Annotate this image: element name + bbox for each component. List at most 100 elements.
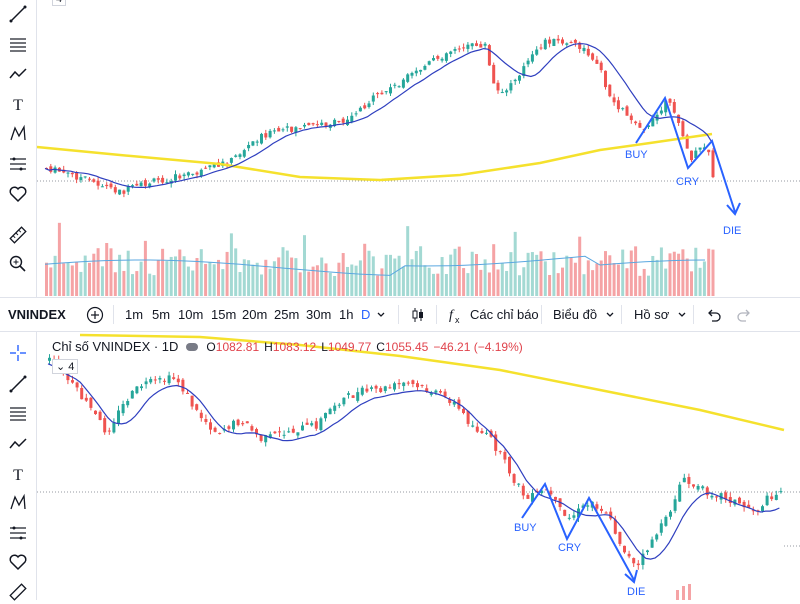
- top-candle: [539, 47, 543, 49]
- text-icon[interactable]: T: [6, 462, 30, 486]
- profile-button[interactable]: Hồ sơ: [634, 298, 687, 331]
- top-candle: [208, 165, 212, 168]
- top-volume-bar: [182, 256, 186, 296]
- bottom-candle: [296, 432, 300, 436]
- divider: [113, 305, 114, 324]
- buy-annotation: BUY: [514, 522, 537, 534]
- bottom-candle: [669, 511, 672, 517]
- interval-25m[interactable]: 25m: [274, 307, 300, 322]
- bottom-candle: [761, 506, 764, 512]
- bottom-candle: [641, 553, 645, 565]
- ruler-icon[interactable]: [6, 223, 30, 247]
- fib-retracement-icon[interactable]: [6, 402, 30, 426]
- divider: [541, 305, 542, 324]
- top-volume-bar: [268, 268, 272, 296]
- top-candle: [612, 97, 616, 103]
- top-volume-bar: [496, 269, 500, 296]
- top-volume-bar: [457, 246, 461, 296]
- undo-button[interactable]: [706, 298, 722, 331]
- interval-dropdown[interactable]: [376, 298, 386, 331]
- top-volume-bar: [397, 255, 401, 296]
- text-icon[interactable]: T: [6, 92, 30, 116]
- interval-10m[interactable]: 10m: [178, 307, 204, 322]
- top-candle: [500, 92, 504, 94]
- top-candle: [668, 98, 672, 103]
- top-candle: [281, 129, 285, 131]
- interval-d[interactable]: D: [361, 307, 371, 322]
- top-candle: [470, 43, 474, 47]
- top-candle: [685, 135, 689, 149]
- top-candle: [371, 95, 375, 102]
- redo-button[interactable]: [736, 298, 752, 331]
- interval-20m[interactable]: 20m: [242, 307, 268, 322]
- top-candle: [401, 79, 405, 88]
- chart-title[interactable]: Chỉ số VNINDEX · 1D: [52, 339, 179, 354]
- bottom-candle: [176, 378, 180, 383]
- top-volume-bar: [659, 247, 663, 296]
- bottom-volume-bar: [688, 584, 691, 600]
- top-candle: [96, 180, 100, 186]
- top-volume-bar: [591, 270, 595, 296]
- interval-30m[interactable]: 30m: [306, 307, 332, 322]
- interval-5m[interactable]: 5m: [152, 307, 171, 322]
- bottom-ma-yellow: [79, 333, 785, 432]
- top-candle: [195, 172, 199, 175]
- bottom-candle: [324, 412, 327, 419]
- trend-line-icon[interactable]: [6, 372, 30, 396]
- bottom-candle: [503, 451, 507, 460]
- top-volume-bar: [543, 261, 547, 296]
- bottom-candle: [282, 434, 286, 436]
- compare-symbol-button[interactable]: [86, 298, 104, 331]
- top-candle: [384, 91, 388, 93]
- candle-style-button[interactable]: [409, 298, 427, 331]
- zoom-in-icon[interactable]: [6, 252, 30, 276]
- prediction-icon[interactable]: [6, 152, 30, 176]
- xabcd-pattern-icon[interactable]: [6, 491, 30, 515]
- bottom-candle: [167, 375, 171, 384]
- favorites-heart-icon[interactable]: [6, 550, 30, 574]
- high-label: H: [264, 339, 273, 354]
- chart-type-button[interactable]: Biểu đồ: [553, 298, 615, 331]
- top-volume-bar: [625, 268, 629, 296]
- top-candle: [565, 43, 569, 45]
- top-volume-bar: [92, 253, 96, 296]
- trend-line-icon[interactable]: [6, 2, 30, 26]
- top-candle: [307, 122, 311, 126]
- crosshair-icon[interactable]: [6, 341, 30, 365]
- top-candle: [436, 56, 440, 59]
- indicator-count-badge[interactable]: 4: [52, 0, 67, 6]
- bottom-candle: [273, 431, 277, 434]
- ruler-icon[interactable]: [6, 580, 30, 604]
- top-candle: [393, 84, 397, 86]
- top-volume-bar: [118, 254, 122, 296]
- bottom-candle: [733, 499, 737, 505]
- interval-1h[interactable]: 1h: [339, 307, 354, 322]
- top-volume-bar: [376, 275, 380, 296]
- top-volume-bar: [212, 264, 216, 296]
- top-volume-bar: [470, 251, 474, 296]
- top-candle: [659, 110, 663, 114]
- top-volume-bar: [169, 256, 173, 296]
- bottom-candle: [153, 379, 157, 381]
- favorites-heart-icon[interactable]: [6, 182, 30, 206]
- symbol-name[interactable]: VNINDEX: [8, 307, 66, 322]
- open-label: O: [206, 339, 216, 354]
- xabcd-pattern-icon[interactable]: [6, 122, 30, 146]
- top-volume-bar: [380, 268, 384, 296]
- interval-1m[interactable]: 1m: [125, 307, 144, 322]
- fib-retracement-icon[interactable]: [6, 33, 30, 57]
- interval-15m[interactable]: 15m: [211, 307, 237, 322]
- top-volume-bar: [702, 261, 706, 296]
- pattern-icon[interactable]: [6, 432, 30, 456]
- top-candle: [604, 70, 607, 88]
- top-volume-bar: [337, 262, 341, 296]
- bottom-candle: [512, 474, 516, 483]
- top-candle: [204, 167, 208, 169]
- top-candle: [380, 92, 384, 95]
- indicator-count-badge[interactable]: ⌄ 4: [52, 359, 79, 374]
- top-candle: [311, 123, 315, 125]
- pattern-icon[interactable]: [6, 62, 30, 86]
- prediction-icon[interactable]: [6, 521, 30, 545]
